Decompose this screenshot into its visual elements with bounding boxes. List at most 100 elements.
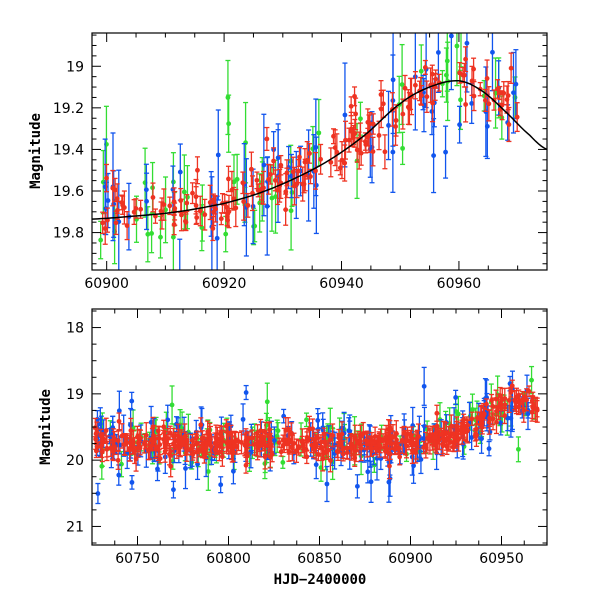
data-point-red	[337, 160, 343, 176]
data-point-red	[243, 456, 249, 474]
data-point-red	[170, 427, 176, 445]
bottom-plot-area	[92, 365, 540, 505]
data-point-red	[494, 406, 500, 417]
data-point-red	[499, 387, 505, 412]
data-point-red	[241, 182, 247, 221]
y-tick-label: 21	[66, 519, 84, 535]
data-point-red	[278, 154, 284, 176]
data-point-red	[461, 419, 467, 440]
data-point-red	[283, 193, 289, 226]
data-point-red	[194, 441, 200, 464]
data-point-red	[116, 412, 122, 431]
data-point-blue	[443, 125, 449, 179]
data-point-red	[302, 148, 308, 177]
data-point-red	[93, 443, 99, 459]
x-tick-label: 60800	[206, 551, 251, 567]
data-point-red	[167, 196, 173, 216]
data-point-blue	[313, 136, 319, 235]
data-point-green	[157, 215, 163, 259]
data-point-red	[454, 420, 460, 431]
data-point-red	[318, 143, 324, 175]
data-point-green	[458, 69, 464, 131]
y-tick-label: 18	[66, 321, 84, 337]
data-point-red	[294, 168, 300, 199]
data-point-red	[249, 429, 255, 447]
data-point-red	[344, 437, 350, 460]
data-point-red	[194, 156, 200, 185]
data-point-red	[457, 61, 463, 84]
bottom-full-panel: 60750 60800 60850 60900 60950 18 19 20 21 Magnit…	[38, 308, 548, 588]
y-tick-label: 19	[66, 59, 84, 75]
data-point-red	[216, 443, 222, 462]
data-point-red	[423, 431, 429, 459]
data-point-red	[432, 425, 438, 450]
data-point-red	[264, 126, 270, 151]
data-point-red	[512, 389, 518, 411]
data-point-red	[296, 147, 302, 167]
data-point-red	[504, 85, 510, 114]
data-point-red	[340, 446, 346, 462]
data-point-green	[280, 455, 286, 469]
data-point-red	[288, 422, 294, 444]
data-point-red	[110, 169, 116, 207]
data-point-red	[490, 397, 496, 416]
data-point-green	[264, 382, 270, 421]
data-point-red	[238, 430, 244, 455]
data-point-red	[301, 441, 307, 459]
data-point-red	[514, 102, 520, 133]
data-point-red	[293, 438, 299, 463]
data-point-red	[506, 387, 512, 414]
data-point-blue	[129, 391, 135, 411]
y-tick-label: 19.2	[53, 101, 84, 117]
data-point-red	[155, 425, 161, 436]
data-point-red	[225, 165, 231, 193]
data-point-red	[132, 436, 138, 465]
y-tick-label: 19.4	[53, 142, 84, 158]
data-point-red	[315, 429, 321, 447]
data-point-red	[175, 428, 181, 454]
data-point-red	[348, 122, 354, 140]
bottom-x-axis-label: HJD−2400000	[274, 572, 367, 588]
data-point-red	[450, 424, 456, 444]
top-ticks: 60900 60920 60940 60960 19 19.2 19.4 19.6 19.8	[53, 33, 548, 292]
data-point-green	[443, 47, 449, 103]
data-point-red	[218, 212, 224, 226]
data-point-red	[244, 432, 250, 454]
data-point-red	[321, 432, 327, 452]
data-point-red	[471, 57, 477, 81]
data-point-red	[318, 434, 324, 451]
data-point-red	[115, 450, 121, 470]
data-point-red	[486, 86, 492, 122]
data-point-red	[143, 440, 149, 450]
data-point-green	[181, 154, 187, 230]
data-point-green	[529, 365, 535, 395]
data-point-red	[353, 97, 359, 131]
x-tick-label: 60900	[84, 276, 129, 292]
x-tick-label: 60950	[479, 551, 524, 567]
data-point-red	[162, 439, 168, 463]
data-point-red	[481, 407, 487, 421]
data-point-red	[168, 455, 174, 478]
data-point-red	[114, 200, 120, 220]
data-point-red	[259, 430, 265, 444]
data-point-green	[225, 59, 231, 136]
data-point-red	[290, 156, 296, 188]
data-point-blue	[324, 465, 330, 503]
data-point-red	[182, 423, 188, 450]
data-point-red	[285, 417, 291, 441]
data-point-blue	[354, 474, 360, 499]
data-point-red	[323, 444, 329, 459]
data-point-blue	[365, 460, 371, 484]
data-point-red	[336, 432, 342, 443]
data-point-blue	[240, 403, 246, 436]
data-point-red	[115, 430, 121, 451]
data-point-red	[197, 195, 203, 227]
data-point-blue	[486, 440, 492, 457]
data-point-red	[372, 426, 378, 447]
data-point-green	[149, 213, 155, 254]
data-point-red	[342, 120, 348, 160]
data-point-red	[463, 86, 469, 123]
data-point-red	[387, 448, 393, 460]
data-point-red	[104, 440, 110, 458]
